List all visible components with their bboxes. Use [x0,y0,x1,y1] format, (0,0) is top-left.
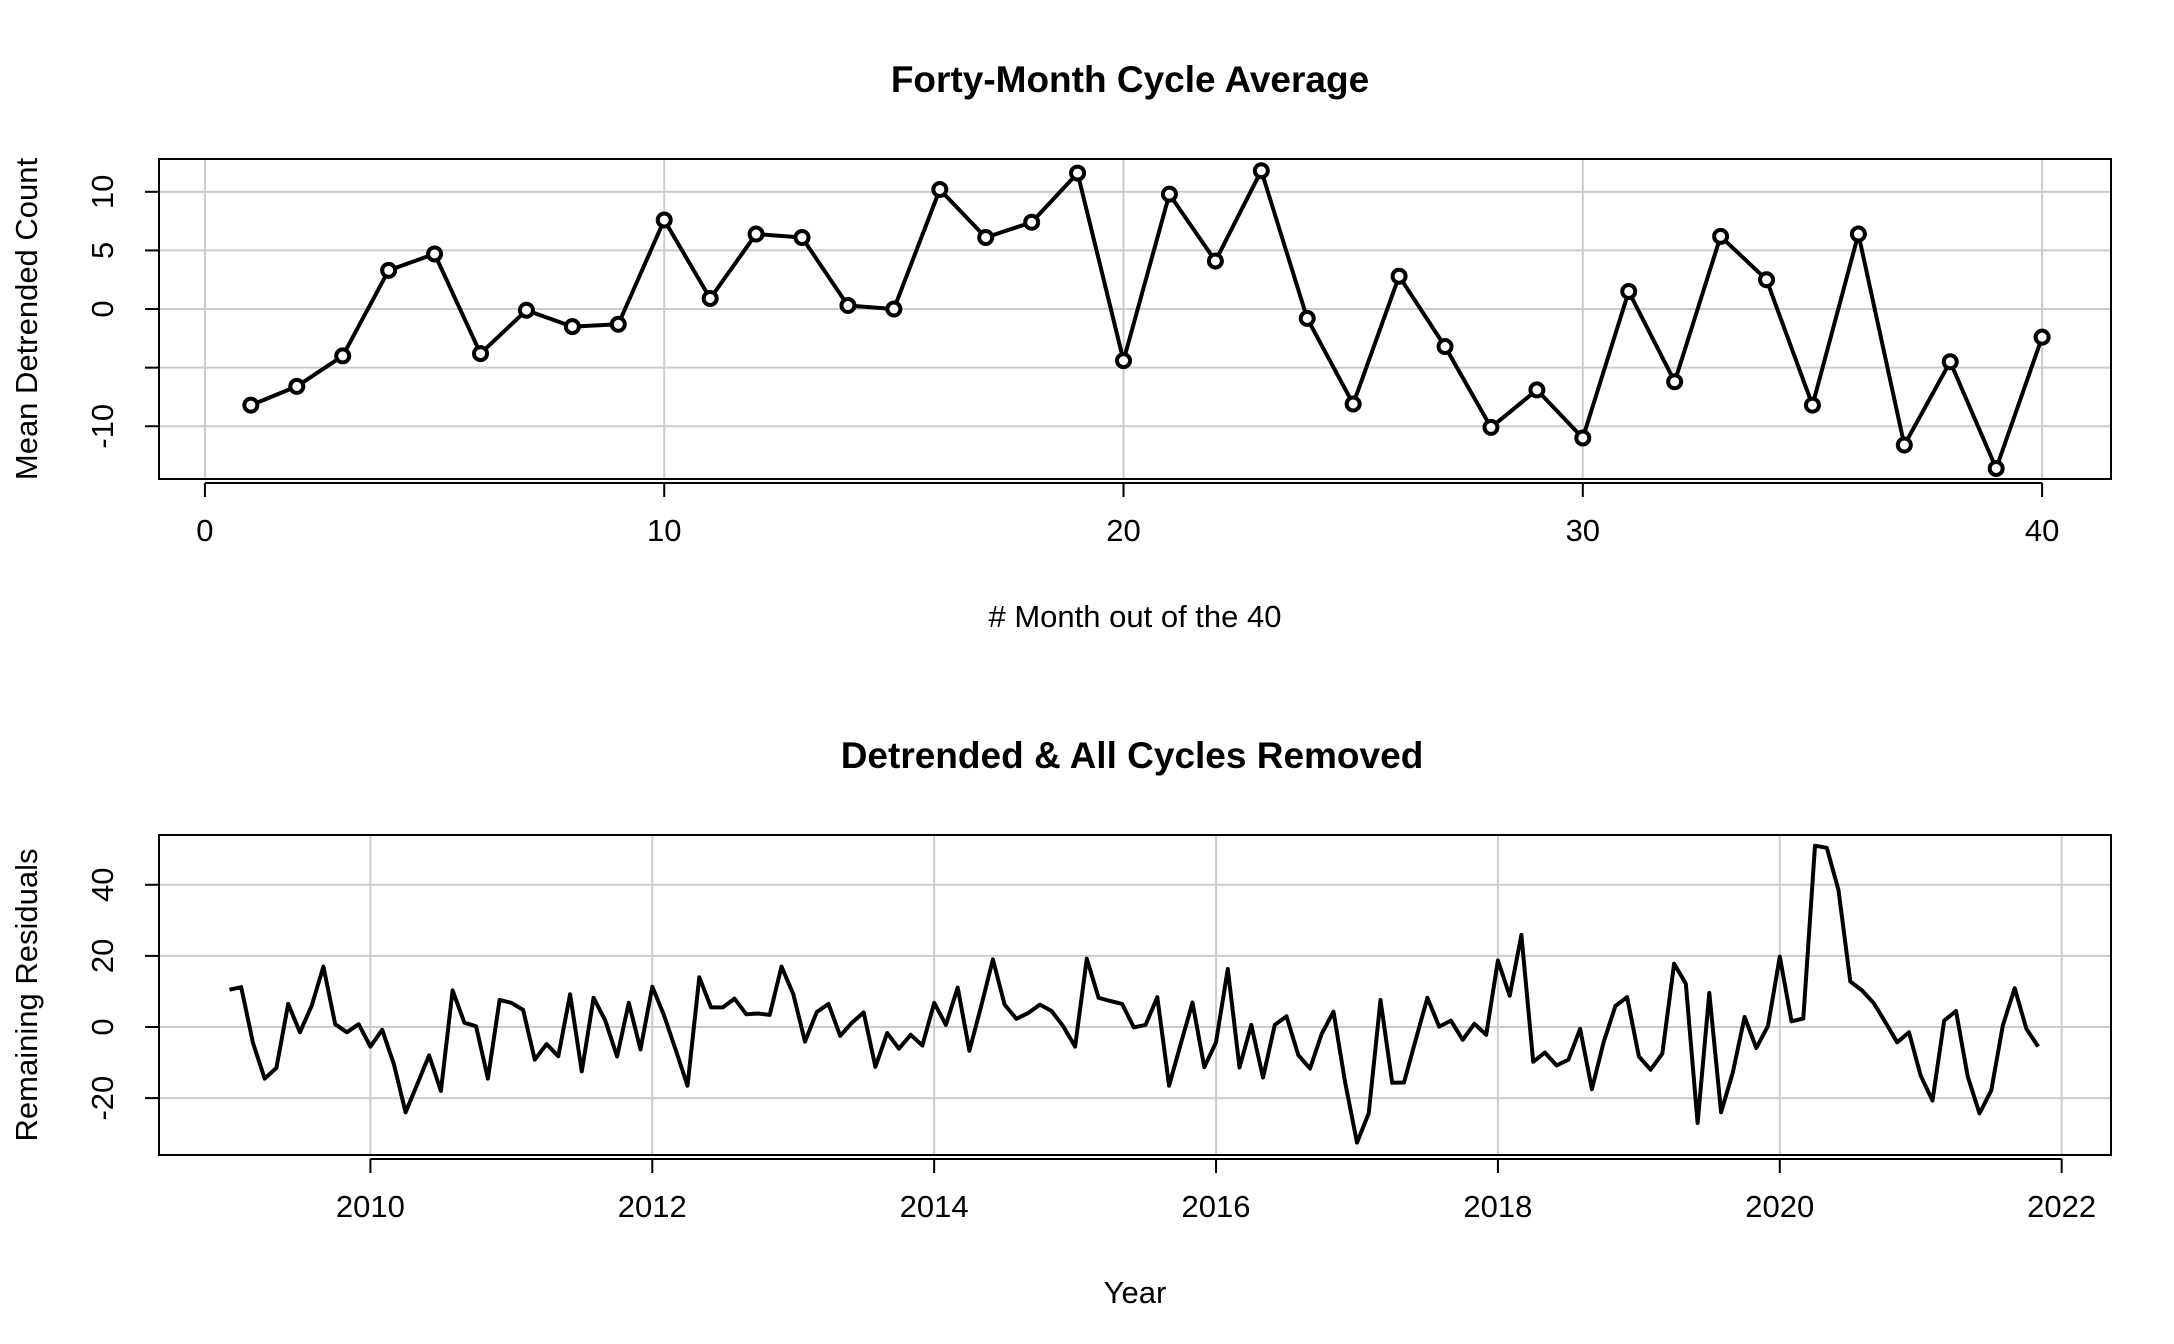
x-tick-label: 10 [647,513,681,548]
y-axis: -10 0 5 10 [85,175,160,449]
x-tick-label: 0 [196,513,213,548]
data-point [885,300,903,318]
data-point [1160,185,1178,203]
x-tick-label: 2014 [900,1189,969,1224]
data-point [380,261,398,279]
x-tick-label: 2012 [618,1189,687,1224]
data-point [472,345,490,363]
data-point [1115,352,1133,370]
data-point [701,289,719,307]
x-tick-label: 20 [1106,513,1140,548]
data-point [839,297,857,315]
x-axis-label: # Month out of the 40 [989,599,1282,634]
y-axis-label: Mean Detrended Count [9,157,44,480]
y-tick-label: -10 [85,404,120,449]
series-group [242,162,2051,477]
x-axis: 0 10 20 30 40 [196,482,2059,548]
data-point [1620,282,1638,300]
gridlines [159,159,2111,479]
data-point [1803,396,1821,414]
data-point [793,229,811,247]
data-point [1069,164,1087,182]
data-point [1206,252,1224,270]
data-point [1666,373,1684,391]
data-point [977,229,995,247]
y-tick-label: 10 [85,175,120,209]
series-group [229,843,2040,1145]
x-axis-label: Year [1104,1275,1167,1310]
data-point [747,225,765,243]
data-point [1758,271,1776,289]
data-point [1436,338,1454,356]
y-tick-label: 20 [85,939,120,973]
data-point [1574,429,1592,447]
y-tick-label: 40 [85,868,120,902]
chart-title: Forty-Month Cycle Average [891,59,1369,100]
x-tick-label: 2020 [1745,1189,1814,1224]
data-point [288,377,306,395]
x-tick-label: 40 [2025,513,2059,548]
y-axis-label: Remaining Residuals [9,849,44,1142]
data-point [334,347,352,365]
data-point [2033,328,2051,346]
data-point [1344,395,1362,413]
data-point [655,211,673,229]
data-point [1390,267,1408,285]
data-point [1987,459,2005,477]
chart-title: Detrended & All Cycles Removed [841,735,1424,776]
data-point [931,180,949,198]
data-point [1849,225,1867,243]
data-point [1895,436,1913,454]
y-axis: -20 0 20 40 [85,868,160,1121]
series-line [250,168,2044,471]
data-point [426,245,444,263]
y-tick-label: -20 [85,1076,120,1121]
y-tick-label: 0 [85,300,120,317]
cycle-average-panel: Forty-Month Cycle Average 0 10 20 30 40 -10 0… [9,59,2112,634]
gridlines [159,835,2111,1155]
data-point [1712,227,1730,245]
x-tick-label: 2022 [2027,1189,2096,1224]
data-point [1252,162,1270,180]
x-axis: 2010 2012 2014 2016 2018 2020 2022 [336,1158,2096,1224]
x-tick-label: 30 [1566,513,1600,548]
data-point [517,301,535,319]
data-point [242,396,260,414]
data-point [1528,381,1546,399]
data-point [1941,353,1959,371]
data-point [1482,418,1500,436]
data-point [1298,309,1316,327]
series-line [229,843,2040,1145]
data-point [609,315,627,333]
x-tick-label: 2016 [1182,1189,1251,1224]
residuals-panel: Detrended & All Cycles Removed 2010 2012 2… [9,735,2112,1310]
x-tick-label: 2010 [336,1189,405,1224]
data-point [563,318,581,336]
x-tick-label: 2018 [1463,1189,1532,1224]
y-tick-label: 0 [85,1018,120,1035]
y-tick-label: 5 [85,242,120,259]
data-point [1023,213,1041,231]
